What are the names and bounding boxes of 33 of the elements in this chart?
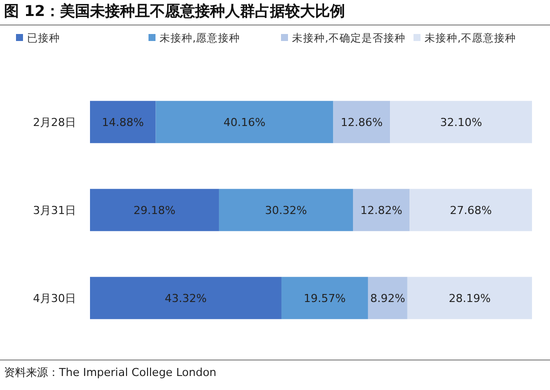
y-tick-label: 4月30日 xyxy=(33,292,76,305)
bar xyxy=(333,100,390,144)
bar xyxy=(352,188,410,232)
data-label: 30.32% xyxy=(265,204,307,217)
data-label: 28.19% xyxy=(448,292,491,305)
text: 资料来源：The Imperial College London xyxy=(4,366,216,379)
bar xyxy=(407,276,532,320)
data-label: 29.18% xyxy=(134,204,176,217)
data-label: 40.16% xyxy=(224,116,266,129)
data-label: 12.82% xyxy=(360,204,402,217)
data-label: 8.92% xyxy=(370,292,406,305)
bar xyxy=(90,188,219,232)
y-tick-label: 2月28日 xyxy=(33,116,76,129)
bar xyxy=(368,276,408,320)
data-label: 19.57% xyxy=(304,292,346,305)
legend-label: 未接种,不确定是否接种 xyxy=(292,32,406,45)
data-label: 12.86% xyxy=(340,116,383,129)
data-label: 43.32% xyxy=(164,292,207,305)
bar xyxy=(410,188,532,232)
legend-label: 未接种,不愿意接种 xyxy=(424,32,516,45)
bar xyxy=(390,100,532,144)
y-tick-label: 3月31日 xyxy=(33,204,76,217)
data-label: 27.68% xyxy=(450,204,492,217)
legend-label: 未接种,愿意接种 xyxy=(160,32,240,45)
bar xyxy=(281,276,368,320)
bar xyxy=(90,276,282,320)
chart-title: 图 12：美国未接种且不愿意接种人群占据较大比例 xyxy=(4,2,346,20)
legend-label: 已接种 xyxy=(27,32,60,45)
bar xyxy=(218,188,353,232)
data-label: 32.10% xyxy=(440,116,482,129)
bar xyxy=(90,100,156,144)
bar xyxy=(156,100,334,144)
data-label: 14.88% xyxy=(102,116,144,129)
